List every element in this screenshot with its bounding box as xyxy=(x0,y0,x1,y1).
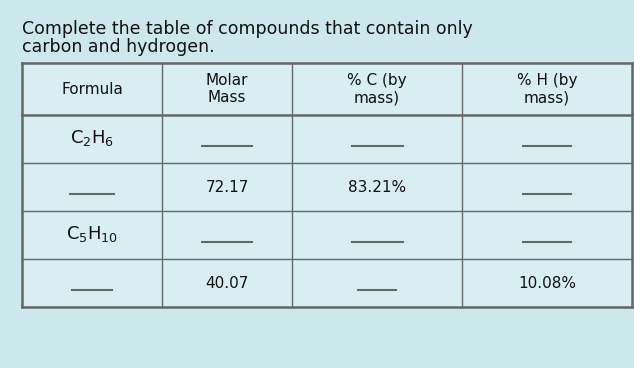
Text: Molar
Mass: Molar Mass xyxy=(206,73,249,105)
Bar xyxy=(22,63,632,307)
Text: carbon and hydrogen.: carbon and hydrogen. xyxy=(22,38,215,56)
Text: 40.07: 40.07 xyxy=(205,276,249,290)
Text: % H (by
mass): % H (by mass) xyxy=(517,73,577,105)
Text: 83.21%: 83.21% xyxy=(348,180,406,195)
Text: 72.17: 72.17 xyxy=(205,180,249,195)
Text: Complete the table of compounds that contain only: Complete the table of compounds that con… xyxy=(22,20,473,38)
Text: $\mathregular{C_2H_6}$: $\mathregular{C_2H_6}$ xyxy=(70,128,114,148)
Text: Formula: Formula xyxy=(61,81,123,96)
Text: $\mathregular{C_5H_{10}}$: $\mathregular{C_5H_{10}}$ xyxy=(66,224,118,244)
Text: 10.08%: 10.08% xyxy=(518,276,576,290)
Text: % C (by
mass): % C (by mass) xyxy=(347,73,407,105)
